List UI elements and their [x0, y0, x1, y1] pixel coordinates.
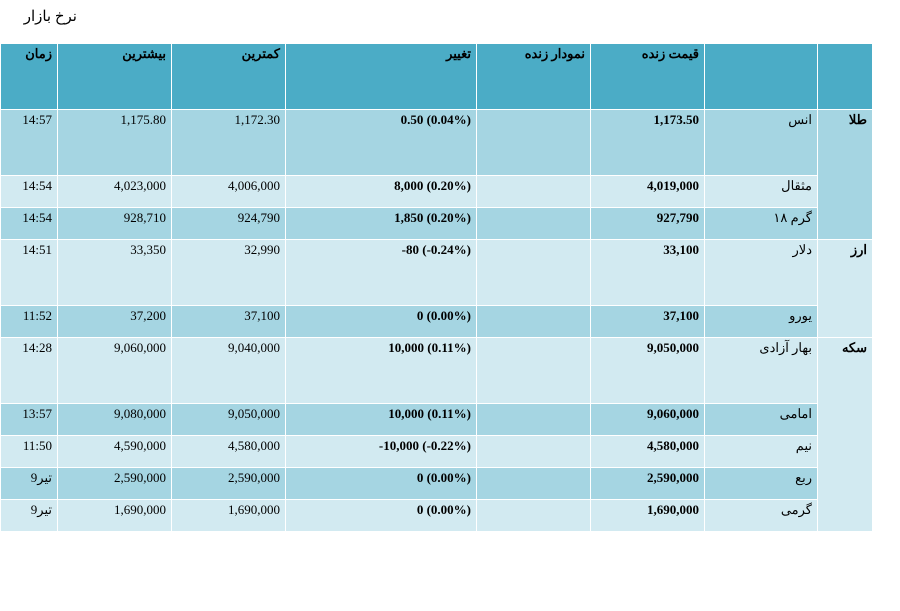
row-chart[interactable]	[476, 435, 591, 468]
table-row: گرم ۱۸ 927,790 1,850 (0.20%) 924,790 928…	[0, 207, 873, 240]
row-high: 4,590,000	[57, 435, 172, 468]
row-high: 37,200	[57, 305, 172, 338]
row-change: 10,000 (0.11%)	[285, 337, 477, 404]
table-row: گرمی 1,690,000 0 (0.00%) 1,690,000 1,690…	[0, 499, 873, 532]
row-chart[interactable]	[476, 305, 591, 338]
row-name: گرمی	[704, 499, 818, 532]
row-name: یورو	[704, 305, 818, 338]
row-time: 11:50	[0, 435, 58, 468]
table-row: امامی 9,060,000 10,000 (0.11%) 9,050,000…	[0, 403, 873, 436]
row-price: 2,590,000	[590, 467, 705, 500]
row-name: ربع	[704, 467, 818, 500]
row-chart[interactable]	[476, 239, 591, 306]
row-high: 9,060,000	[57, 337, 172, 404]
table-row: طلا انس 1,173.50 0.50 (0.04%) 1,172.30 1…	[0, 109, 873, 240]
category-currency: ارز	[817, 239, 873, 338]
row-low: 924,790	[171, 207, 286, 240]
row-time: 14:54	[0, 175, 58, 208]
category-gold: طلا	[817, 109, 873, 240]
row-low: 2,590,000	[171, 467, 286, 500]
row-name: مثقال	[704, 175, 818, 208]
row-high: 4,023,000	[57, 175, 172, 208]
row-chart[interactable]	[476, 207, 591, 240]
row-price: 33,100	[590, 239, 705, 306]
row-time: 14:51	[0, 239, 58, 306]
row-high: 9,080,000	[57, 403, 172, 436]
row-low: 1,172.30	[171, 109, 286, 176]
row-chart[interactable]	[476, 337, 591, 404]
row-name: انس	[704, 109, 818, 176]
header-live-chart[interactable]: نمودار زنده	[476, 43, 591, 110]
table-row: ارز دلار 33,100 -80 (-0.24%) 32,990 33,3…	[0, 239, 873, 338]
row-time: 9تیر	[0, 499, 58, 532]
header-time[interactable]: زمان	[0, 43, 58, 110]
row-time: 9تیر	[0, 467, 58, 500]
row-high: 1,175.80	[57, 109, 172, 176]
market-rates-table: قیمت زنده نمودار زنده تغییر کمترین بیشتر…	[0, 43, 873, 532]
row-chart[interactable]	[476, 109, 591, 176]
header-high[interactable]: بیشترین	[57, 43, 172, 110]
header-change[interactable]: تغییر	[285, 43, 477, 110]
row-high: 928,710	[57, 207, 172, 240]
row-name: دلار	[704, 239, 818, 306]
row-price: 1,173.50	[590, 109, 705, 176]
row-chart[interactable]	[476, 403, 591, 436]
row-low: 9,050,000	[171, 403, 286, 436]
table-row: مثقال 4,019,000 8,000 (0.20%) 4,006,000 …	[0, 175, 873, 208]
row-change: 0 (0.00%)	[285, 305, 477, 338]
row-low: 4,580,000	[171, 435, 286, 468]
header-name	[704, 43, 818, 110]
row-price: 9,050,000	[590, 337, 705, 404]
header-live-price[interactable]: قیمت زنده	[590, 43, 705, 110]
row-change: 0 (0.00%)	[285, 467, 477, 500]
header-category	[817, 43, 873, 110]
table-row: نیم 4,580,000 -10,000 (-0.22%) 4,580,000…	[0, 435, 873, 468]
table-row: سکه بهار آزادی 9,050,000 10,000 (0.11%) …	[0, 337, 873, 532]
header-row: قیمت زنده نمودار زنده تغییر کمترین بیشتر…	[0, 43, 873, 110]
row-time: 13:57	[0, 403, 58, 436]
row-change: 1,850 (0.20%)	[285, 207, 477, 240]
row-time: 14:54	[0, 207, 58, 240]
row-high: 33,350	[57, 239, 172, 306]
row-change: 0.50 (0.04%)	[285, 109, 477, 176]
category-coin: سکه	[817, 337, 873, 532]
row-time: 14:57	[0, 109, 58, 176]
row-name: امامی	[704, 403, 818, 436]
row-low: 1,690,000	[171, 499, 286, 532]
row-low: 9,040,000	[171, 337, 286, 404]
row-chart[interactable]	[476, 499, 591, 532]
row-time: 14:28	[0, 337, 58, 404]
row-price: 1,690,000	[590, 499, 705, 532]
row-name: گرم ۱۸	[704, 207, 818, 240]
row-chart[interactable]	[476, 467, 591, 500]
row-low: 4,006,000	[171, 175, 286, 208]
row-change: -10,000 (-0.22%)	[285, 435, 477, 468]
row-price: 4,580,000	[590, 435, 705, 468]
page-title: نرخ بازار	[23, 9, 77, 25]
row-price: 4,019,000	[590, 175, 705, 208]
row-name: بهار آزادی	[704, 337, 818, 404]
row-high: 1,690,000	[57, 499, 172, 532]
row-change: -80 (-0.24%)	[285, 239, 477, 306]
row-name: نیم	[704, 435, 818, 468]
row-price: 9,060,000	[590, 403, 705, 436]
table-row: یورو 37,100 0 (0.00%) 37,100 37,200 11:5…	[0, 305, 873, 338]
row-change: 10,000 (0.11%)	[285, 403, 477, 436]
row-change: 0 (0.00%)	[285, 499, 477, 532]
row-price: 37,100	[590, 305, 705, 338]
row-chart[interactable]	[476, 175, 591, 208]
row-change: 8,000 (0.20%)	[285, 175, 477, 208]
header-low[interactable]: کمترین	[171, 43, 286, 110]
row-price: 927,790	[590, 207, 705, 240]
row-low: 32,990	[171, 239, 286, 306]
row-high: 2,590,000	[57, 467, 172, 500]
row-low: 37,100	[171, 305, 286, 338]
table-row: ربع 2,590,000 0 (0.00%) 2,590,000 2,590,…	[0, 467, 873, 500]
row-time: 11:52	[0, 305, 58, 338]
